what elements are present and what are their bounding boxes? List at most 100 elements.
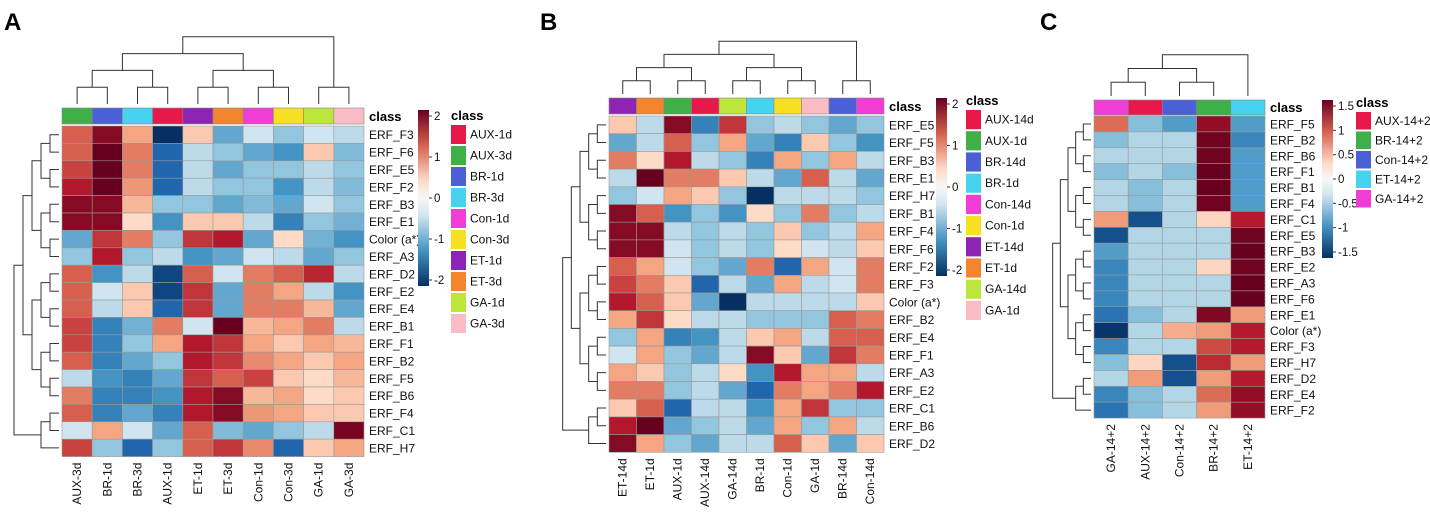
heatmap-cell (608, 310, 637, 329)
heatmap-cell (273, 212, 304, 231)
heatmap-cell (746, 168, 775, 188)
legend-swatch (966, 237, 981, 257)
row-dendrogram (562, 124, 606, 444)
heatmap-cell (636, 363, 665, 382)
heatmap-cell (333, 438, 365, 457)
legend-swatch (451, 188, 466, 207)
heatmap-cell (61, 230, 93, 249)
legend-swatch (966, 279, 981, 299)
heatmap-cell (636, 416, 665, 435)
heatmap-cell (212, 125, 244, 144)
legend-swatch (451, 293, 466, 312)
heatmap-cell (1196, 242, 1232, 260)
row-label: ERF_D2 (889, 437, 935, 451)
heatmap-cell (122, 334, 153, 353)
dendrogram-branch (1059, 179, 1068, 308)
dendrogram-branch (1075, 385, 1091, 411)
heatmap-cell (91, 351, 123, 370)
heatmap-cell (828, 115, 857, 135)
heatmap-cell (828, 257, 857, 276)
legend-swatch (966, 216, 981, 236)
class-bar-label: class (889, 99, 922, 114)
heatmap-cell (122, 438, 153, 457)
panel-label: B (540, 9, 557, 36)
heatmap-cell (773, 186, 802, 205)
heatmap-cell (773, 115, 802, 135)
heatmap-cell (182, 438, 214, 457)
legend-label: GA-1d (470, 296, 505, 310)
heatmap-cell (303, 160, 335, 179)
dendrogram-branch (1067, 274, 1076, 340)
heatmap-cell (61, 160, 93, 179)
heatmap-cell (1093, 227, 1129, 244)
row-label: ERF_F6 (889, 242, 934, 256)
heatmap-cell (212, 247, 244, 266)
legend-label: Con-14d (985, 197, 1031, 211)
heatmap-cell (61, 264, 93, 283)
heatmap-cell (1196, 163, 1232, 180)
dendrogram-branch (579, 150, 589, 223)
heatmap-cell (303, 125, 335, 144)
heatmap-cell (718, 257, 747, 276)
legend-label: AUX-1d (470, 128, 512, 142)
heatmap-cell (1162, 306, 1197, 323)
column-label: Con-1d (251, 463, 265, 502)
row-label: ERF_F6 (1270, 292, 1315, 306)
row-label: ERF_B2 (1270, 133, 1316, 147)
class-bar-label: class (369, 109, 402, 124)
heatmap-cell (242, 369, 274, 388)
heatmap-cell (61, 247, 93, 266)
row-label: ERF_B1 (889, 207, 935, 221)
legend-swatch (451, 272, 466, 291)
heatmap-cell (182, 143, 214, 162)
heatmap-cell (61, 125, 93, 144)
dendrogram-branch (842, 80, 871, 94)
heatmap-cell (1127, 115, 1163, 133)
heatmap-cell (122, 317, 153, 336)
row-label: ERF_E4 (369, 302, 415, 316)
heatmap-cell (856, 345, 885, 365)
heatmap-cell (212, 230, 244, 249)
heatmap-cell (1196, 306, 1232, 323)
dendrogram-branch (596, 336, 606, 356)
heatmap-cell (828, 168, 857, 188)
heatmap-cell (242, 143, 274, 162)
heatmap-cell (61, 195, 93, 214)
heatmap-cell (718, 151, 747, 170)
dendrogram-branch (1075, 195, 1084, 228)
column-label: GA-1d (808, 458, 822, 493)
dendrogram-branch (1127, 68, 1198, 83)
heatmap-cell (773, 221, 802, 241)
dendrogram-branch (40, 212, 50, 249)
dendrogram-branch (732, 80, 761, 94)
heatmap-cell (303, 282, 335, 301)
heatmap-cell (333, 143, 365, 162)
row-dendrogram (13, 134, 59, 449)
heatmap-cell (1127, 385, 1163, 403)
legend-label: AUX-14d (985, 113, 1034, 127)
heatmap-cell (91, 282, 123, 301)
heatmap-cell (856, 398, 885, 418)
dendrogram-branch (318, 86, 350, 104)
heatmap-cell (636, 168, 665, 188)
heatmap-cell (608, 168, 637, 188)
heatmap-cell (212, 212, 244, 231)
heatmap-cell (242, 404, 274, 423)
heatmap-cell (801, 398, 830, 418)
heatmap-cell (303, 177, 335, 196)
column-label: AUX-14d (698, 458, 712, 507)
heatmap-cell (212, 195, 244, 214)
heatmap-cell (691, 398, 720, 418)
class-bar-cell (1162, 99, 1197, 116)
heatmap-cell (333, 317, 365, 336)
colorbar-tick-label: -2 (952, 265, 962, 277)
class-bar-cell (663, 97, 692, 115)
row-label: ERF_E2 (889, 384, 935, 398)
heatmap-cell (122, 386, 153, 405)
row-label: ERF_F6 (369, 146, 414, 160)
heatmap-cell (1196, 147, 1232, 165)
colorbar-tick-label: 2 (434, 111, 440, 123)
